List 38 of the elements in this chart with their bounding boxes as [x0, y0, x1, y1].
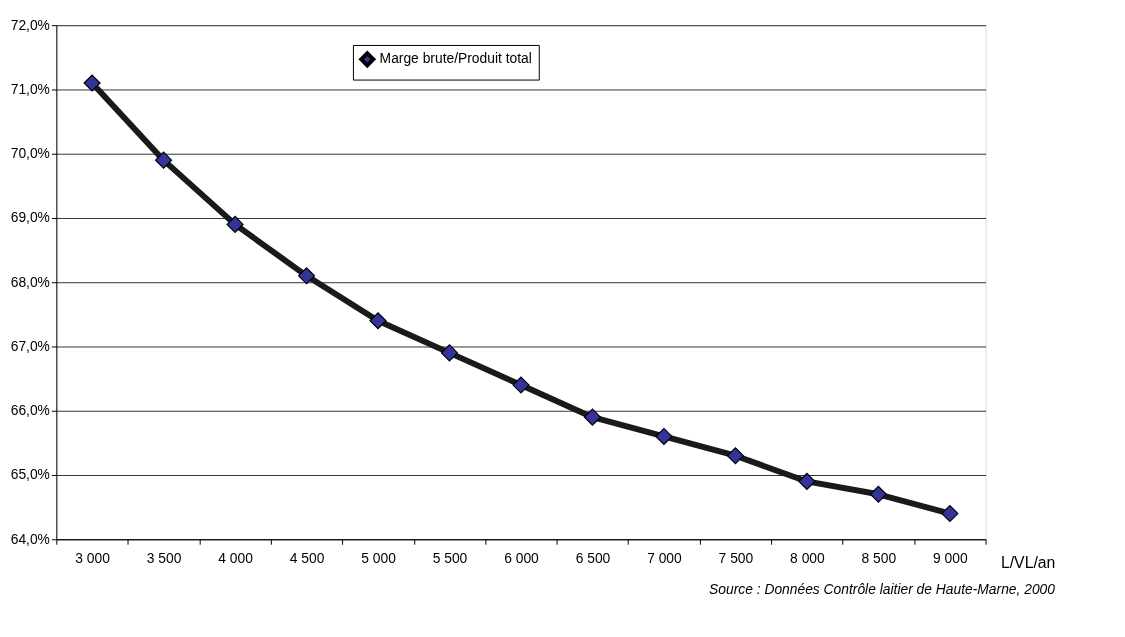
x-axis-title: L/VL/an	[1000, 554, 1056, 572]
y-tick-label: 68,0%	[10, 273, 50, 290]
point	[583, 408, 602, 426]
point	[226, 215, 244, 233]
y-tick-label: 72,0%	[10, 16, 50, 33]
x-tick-label: 5 000	[361, 550, 397, 567]
point	[155, 151, 173, 169]
x-tick-label: 7 000	[647, 550, 683, 567]
x-tick-label: 4 500	[289, 550, 325, 567]
x-tick-label: 4 000	[218, 550, 254, 567]
x-tick-label: 5 500	[432, 550, 468, 567]
point	[83, 74, 101, 92]
y-tick-label: 71,0%	[10, 80, 50, 97]
point	[655, 427, 673, 446]
point	[869, 485, 887, 503]
x-tick-label: 3 500	[146, 550, 182, 567]
x-tick-label: 8 500	[861, 550, 897, 567]
point	[440, 344, 459, 362]
y-tick-label: 65,0%	[10, 466, 50, 483]
x-tick-label: 8 000	[790, 550, 826, 567]
y-tick-label: 67,0%	[10, 337, 50, 354]
point	[726, 447, 744, 465]
y-tick-label: 69,0%	[10, 209, 50, 226]
source-note: Source : Données Contrôle laitier de Haute-Marne, 2000	[709, 580, 1056, 597]
x-tick-label: 6 000	[504, 550, 540, 567]
point	[798, 472, 816, 490]
point	[941, 504, 959, 523]
y-tick-label: 70,0%	[10, 145, 50, 162]
x-tick-label: 7 500	[718, 550, 754, 567]
point	[369, 312, 387, 330]
y-tick-label: 66,0%	[10, 402, 50, 419]
y-tick-label: 64,0%	[10, 530, 50, 547]
legend-label: Marge brute/Produit total	[379, 50, 532, 67]
point	[297, 267, 316, 285]
x-tick-label: 3 000	[75, 550, 111, 567]
x-tick-label: 9 000	[933, 550, 968, 567]
point	[512, 376, 530, 394]
x-tick-label: 6 500	[575, 550, 611, 567]
